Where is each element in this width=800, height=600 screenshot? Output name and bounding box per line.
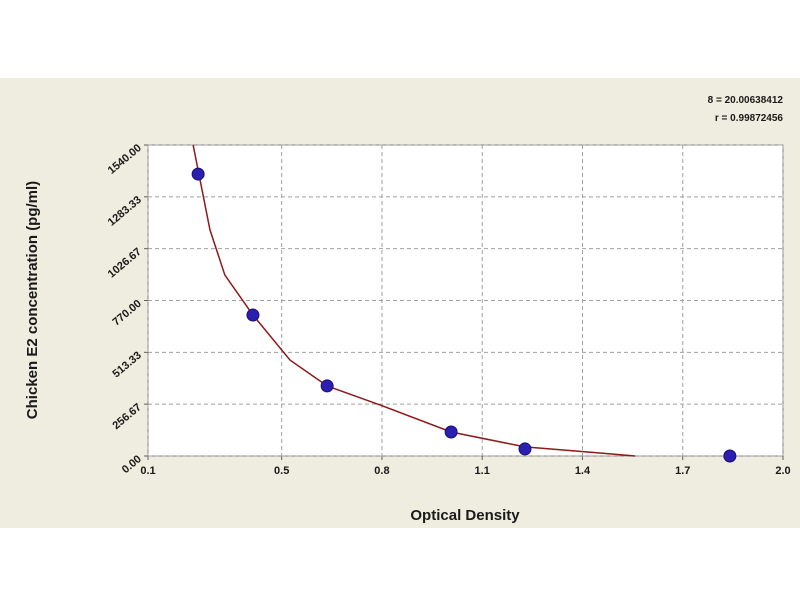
data-point (246, 308, 260, 322)
data-point (320, 379, 334, 393)
data-point (518, 442, 532, 456)
x-tick-label: 0.5 (274, 465, 289, 477)
x-tick-label: 1.1 (475, 465, 490, 477)
x-tick-label: 0.1 (140, 465, 155, 477)
x-tick-label: 2.0 (775, 465, 790, 477)
x-tick-label: 1.7 (675, 465, 690, 477)
data-point (191, 167, 205, 181)
x-axis-title: Optical Density (410, 507, 520, 524)
annotation: r = 0.99872456 (715, 113, 784, 124)
x-tick-label: 1.4 (575, 465, 591, 477)
data-point (723, 449, 737, 463)
annotation: 8 = 20.00638412 (708, 95, 784, 106)
y-axis-title: Chicken E2 concentration (pg/ml) (24, 181, 41, 419)
x-tick-label: 0.8 (374, 465, 389, 477)
data-point (444, 425, 458, 439)
